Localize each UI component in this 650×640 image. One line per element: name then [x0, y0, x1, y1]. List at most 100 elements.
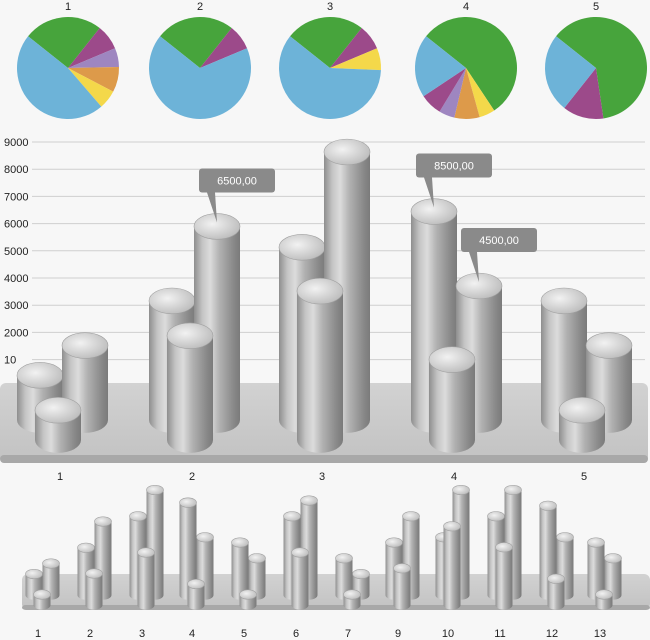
pie-chart-2: 2 — [149, 1, 252, 119]
mini-group-13 — [587, 537, 622, 610]
category-label: 1 — [57, 471, 63, 483]
group-1 — [16, 332, 109, 453]
y-tick-label: 5000 — [4, 246, 28, 258]
category-label: 12 — [546, 628, 558, 640]
pie-chart-5: 5 — [545, 1, 647, 119]
pie-slice — [16, 36, 102, 120]
pie-slice — [68, 28, 116, 68]
y-tick-label: 4000 — [4, 273, 28, 285]
mini-group-11 — [487, 484, 522, 610]
pie-label: 5 — [593, 1, 599, 13]
callout-label: 4500,00 — [479, 235, 519, 247]
category-label: 3 — [319, 471, 325, 483]
callout-label: 6500,00 — [217, 175, 257, 187]
bar — [428, 346, 476, 453]
pie-label: 3 — [327, 1, 333, 13]
pie-slice — [68, 68, 114, 107]
y-tick-label: 8000 — [4, 164, 28, 176]
y-tick-label: 6000 — [4, 219, 28, 231]
pie-slice — [68, 48, 119, 68]
pie-slice — [426, 16, 518, 111]
group-4 — [410, 198, 503, 453]
category-label: 11 — [494, 628, 505, 640]
pie-chart-1: 1 — [16, 1, 119, 120]
bar — [587, 537, 605, 600]
pie-slice — [160, 17, 232, 68]
bar — [239, 589, 257, 610]
mini-group-10 — [435, 484, 470, 610]
bar — [443, 521, 461, 610]
pie-slice — [290, 16, 362, 69]
bar — [296, 277, 344, 453]
pie-slice — [454, 68, 480, 120]
bar — [291, 547, 309, 610]
mini-group-7 — [335, 553, 370, 610]
mini-group-5 — [231, 537, 266, 610]
y-tick-label: 3000 — [4, 300, 28, 312]
value-callout: 4500,00 — [461, 228, 537, 282]
pie-slice — [149, 36, 252, 119]
category-label: 2 — [87, 628, 93, 640]
y-tick-label: 7000 — [4, 191, 28, 203]
bar — [547, 573, 565, 610]
group-3 — [278, 138, 371, 453]
bar — [231, 537, 249, 600]
mini-group-6 — [283, 495, 318, 610]
bar — [604, 553, 622, 600]
pie-label: 1 — [65, 1, 71, 13]
pie-slice — [545, 36, 596, 108]
bar — [137, 547, 155, 610]
category-label: 4 — [451, 471, 457, 483]
bar — [335, 553, 353, 600]
y-tick-label: 2000 — [4, 327, 28, 339]
mini-cylinder-chart: 1 2 3 4 5 6 7 9 10 11 12 13 — [22, 484, 650, 640]
pie-chart-3: 3 — [279, 1, 382, 119]
pie-charts-row: 1 2 3 4 5 — [16, 1, 647, 120]
value-callout: 8500,00 — [416, 153, 492, 208]
pie-slice — [330, 28, 378, 68]
pie-slice — [330, 48, 382, 71]
category-label: 5 — [581, 471, 587, 483]
pie-label: 2 — [197, 1, 203, 13]
bar — [187, 578, 205, 610]
group-5 — [540, 287, 633, 453]
category-label: 7 — [345, 628, 351, 640]
y-tick-label: 10 — [4, 355, 16, 367]
mini-group-4 — [179, 497, 214, 610]
mini-group-3 — [129, 484, 164, 610]
category-label: 6 — [293, 628, 299, 640]
bar — [179, 497, 197, 600]
bar — [248, 553, 266, 600]
mini-group-1 — [25, 558, 60, 610]
bar — [85, 568, 103, 610]
category-label: 1 — [35, 628, 41, 640]
pie-slice — [466, 68, 495, 118]
category-label: 4 — [189, 628, 195, 640]
category-label: 10 — [442, 628, 454, 640]
pie-slice — [415, 36, 466, 97]
bar — [558, 397, 606, 453]
y-tick-label: 9000 — [4, 137, 28, 149]
bar — [34, 397, 82, 453]
bar — [33, 589, 51, 610]
bar — [393, 563, 411, 610]
pie-slice — [439, 68, 466, 118]
pie-slice — [423, 68, 466, 112]
pie-slice — [564, 68, 604, 119]
bar — [495, 542, 513, 610]
pie-label: 4 — [463, 1, 469, 13]
mini-group-12 — [539, 500, 574, 610]
pie-slice — [556, 17, 647, 119]
category-label: 2 — [189, 471, 195, 483]
main-cylinder-chart: 1 2 3 4 5 6500,00 8500,00 4500,00 — [0, 138, 648, 483]
pie-chart-4: 4 — [415, 1, 518, 120]
mini-group-9 — [385, 511, 420, 610]
bar — [166, 322, 214, 453]
bar — [343, 589, 361, 610]
mini-group-2 — [77, 516, 112, 610]
pie-slice — [68, 66, 119, 92]
category-label: 5 — [241, 628, 247, 640]
callout-label: 8500,00 — [434, 161, 474, 173]
